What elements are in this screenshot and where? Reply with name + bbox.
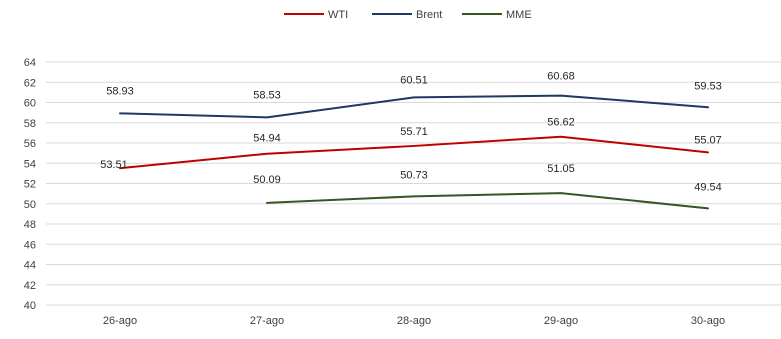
data-label-wti: 54.94	[253, 133, 281, 145]
y-tick-label: 48	[24, 219, 36, 231]
data-label-brent: 59.53	[694, 80, 722, 92]
data-label-brent: 58.93	[106, 85, 134, 97]
x-axis-ticks: 26-ago 27-ago 28-ago 29-ago 30-ago	[103, 315, 725, 327]
data-label-brent: 60.68	[547, 71, 575, 83]
data-label-wti: 53.51	[100, 159, 128, 171]
data-label-brent: 60.51	[400, 74, 428, 86]
y-tick-label: 62	[24, 77, 36, 89]
x-tick-label: 27-ago	[250, 315, 284, 327]
data-label-mme: 50.73	[400, 169, 428, 181]
data-labels: 53.51 54.94 55.71 56.62 55.07 58.93 58.53 60.51…	[100, 71, 722, 194]
gridlines	[46, 61, 781, 306]
y-tick-label: 64	[24, 57, 36, 69]
y-tick-label: 44	[24, 260, 36, 272]
legend: WTI Brent MME	[284, 9, 532, 21]
data-label-mme: 51.05	[547, 163, 575, 175]
series-line-mme	[266, 192, 709, 210]
y-tick-label: 42	[24, 280, 36, 292]
data-label-mme: 50.09	[253, 174, 281, 186]
x-tick-label: 30-ago	[691, 315, 725, 327]
series-lines	[119, 94, 709, 210]
data-label-brent: 58.53	[253, 89, 281, 101]
data-label-wti: 56.62	[547, 117, 575, 129]
legend-label-brent: Brent	[416, 9, 442, 21]
x-tick-label: 26-ago	[103, 315, 137, 327]
series-line-brent	[119, 94, 709, 119]
x-tick-label: 29-ago	[544, 315, 578, 327]
y-tick-label: 40	[24, 300, 36, 312]
series-line-wti	[119, 135, 709, 170]
y-tick-label: 58	[24, 118, 36, 130]
data-label-wti: 55.07	[694, 134, 722, 146]
x-tick-label: 28-ago	[397, 315, 431, 327]
y-tick-label: 54	[24, 158, 36, 170]
data-label-mme: 49.54	[694, 181, 722, 193]
y-tick-label: 60	[24, 98, 36, 110]
data-label-wti: 55.71	[400, 126, 428, 138]
y-tick-label: 50	[24, 199, 36, 211]
legend-label-mme: MME	[506, 9, 532, 21]
y-tick-label: 46	[24, 239, 36, 251]
y-tick-label: 52	[24, 179, 36, 191]
y-axis-ticks: 40 42 44 46 48 50 52 54 56 58 60 62 64	[24, 57, 36, 312]
legend-label-wti: WTI	[328, 9, 348, 21]
y-tick-label: 56	[24, 138, 36, 150]
